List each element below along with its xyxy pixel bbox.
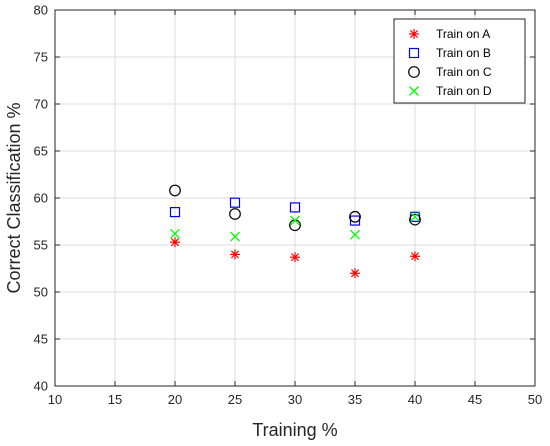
- legend-marker: [408, 66, 420, 78]
- data-point: [289, 202, 301, 213]
- series-d: [170, 211, 420, 242]
- x-tick-label: 30: [288, 392, 302, 407]
- data-point: [229, 208, 241, 220]
- data-point: [350, 268, 360, 279]
- x-tick-label: 35: [348, 392, 362, 407]
- legend-label: Train on A: [436, 27, 490, 41]
- series-a: [170, 237, 420, 279]
- data-point: [410, 251, 420, 262]
- data-point: [350, 229, 360, 240]
- y-tick-label: 80: [34, 3, 48, 18]
- y-tick-label: 45: [34, 332, 48, 347]
- data-point: [169, 207, 181, 218]
- data-point: [170, 228, 180, 239]
- x-tick-label: 50: [528, 392, 542, 407]
- y-tick-label: 50: [34, 285, 48, 300]
- legend-label: Train on D: [436, 84, 492, 98]
- legend: Train on A Train on B Train on C Train on D: [393, 18, 526, 104]
- data-point: [290, 215, 300, 226]
- legend-label: Train on B: [436, 46, 491, 60]
- legend-marker: [408, 47, 420, 59]
- x-axis-title: Training %: [252, 420, 337, 440]
- x-tick-label: 40: [408, 392, 422, 407]
- legend-label: Train on C: [436, 65, 492, 79]
- data-point: [230, 231, 240, 242]
- legend-entry: Train on C: [408, 65, 492, 79]
- x-tick-label: 10: [48, 392, 62, 407]
- legend-entry: Train on D: [409, 84, 492, 98]
- data-point: [170, 237, 180, 248]
- data-point: [410, 211, 420, 222]
- data-point: [349, 210, 361, 223]
- axis-ticks: 10 15 20 25 30 35 40 45 50 40 45 50 55 60 65 70 75 80: [34, 3, 543, 408]
- x-tick-label: 25: [228, 392, 242, 407]
- data-point: [409, 213, 421, 226]
- legend-entry: Train on B: [408, 46, 491, 60]
- y-tick-label: 65: [34, 144, 48, 159]
- y-tick-label: 60: [34, 191, 48, 206]
- y-tick-label: 70: [34, 97, 48, 112]
- y-tick-label: 40: [34, 379, 48, 394]
- y-tick-label: 55: [34, 238, 48, 253]
- x-tick-label: 45: [468, 392, 482, 407]
- legend-entry: Train on A: [409, 27, 490, 41]
- data-marks: [169, 184, 421, 279]
- x-tick-label: 20: [168, 392, 182, 407]
- data-point: [290, 252, 300, 263]
- series-c: [169, 184, 421, 232]
- x-tick-label: 15: [108, 392, 122, 407]
- y-tick-label: 75: [34, 50, 48, 65]
- data-point: [230, 249, 240, 260]
- data-point: [169, 184, 181, 197]
- legend-marker: [409, 29, 419, 39]
- data-point: [229, 197, 241, 208]
- y-axis-title: Correct Classification %: [4, 102, 24, 293]
- legend-marker: [409, 86, 419, 96]
